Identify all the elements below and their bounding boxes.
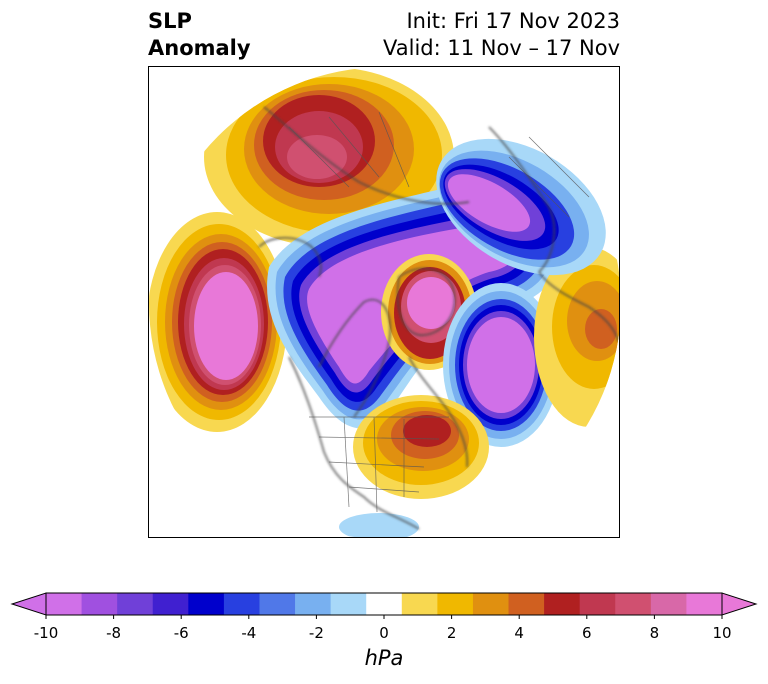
colorbar-swatch (81, 593, 118, 615)
colorbar-swatch (117, 593, 154, 615)
colorbar-tick-label: -4 (241, 624, 257, 642)
init-date: Init: Fri 17 Nov 2023 (406, 9, 620, 33)
colorbar-extend-low (10, 592, 47, 616)
colorbar-swatch (472, 593, 510, 615)
colorbar-swatch (46, 593, 83, 615)
colorbar-graphic (10, 592, 758, 619)
colorbar-extend-high (721, 592, 758, 616)
title-left: SLP Anomaly (148, 8, 251, 62)
colorbar-tick-label: 2 (446, 624, 457, 642)
colorbar-swatch (152, 593, 189, 615)
colorbar-swatch (259, 593, 296, 615)
anomaly-map (149, 67, 619, 537)
colorbar-tick-label: -2 (308, 624, 324, 642)
colorbar-swatch (223, 593, 260, 615)
colorbar-swatch (579, 593, 616, 615)
coastlines (258, 106, 619, 530)
colorbar-swatch (686, 593, 723, 615)
colorbar-tick-label: 10 (712, 624, 732, 642)
map-panel (148, 66, 620, 538)
low-north-pacific (149, 212, 287, 432)
valid-range: Valid: 11 Nov – 17 Nov (383, 36, 620, 60)
high-eastern-us (353, 395, 489, 499)
colorbar-tick-label: 6 (582, 624, 592, 642)
colorbar-tick-label: 8 (649, 624, 660, 642)
colorbar-swatch (437, 593, 474, 615)
colorbar-tick-label: -6 (173, 624, 189, 642)
colorbar-swatch (508, 593, 545, 615)
colorbar-tick-label: -10 (33, 624, 59, 642)
colorbar-swatch (401, 593, 438, 615)
colorbar-tick-label: 4 (514, 624, 524, 642)
colorbar-swatch (330, 593, 367, 615)
colorbar (0, 585, 768, 684)
colorbar-swatch (366, 593, 403, 615)
low-north-atlantic (443, 283, 559, 447)
colorbar-tick-label: 0 (379, 624, 389, 642)
colorbar-swatch (615, 593, 652, 615)
colorbar-units: hPa (364, 646, 404, 670)
low-kara-barents (436, 138, 606, 276)
colorbar-tick-label: -8 (106, 624, 122, 642)
title-variable: SLP (148, 9, 192, 33)
colorbar-swatch (295, 593, 332, 615)
title-right: Init: Fri 17 Nov 2023 Valid: 11 Nov – 17… (383, 8, 620, 62)
borders (288, 111, 590, 513)
colorbar-swatch (650, 593, 687, 615)
colorbar-swatch (544, 593, 581, 615)
colorbar-swatch (188, 593, 225, 615)
title-quantity: Anomaly (148, 36, 251, 60)
